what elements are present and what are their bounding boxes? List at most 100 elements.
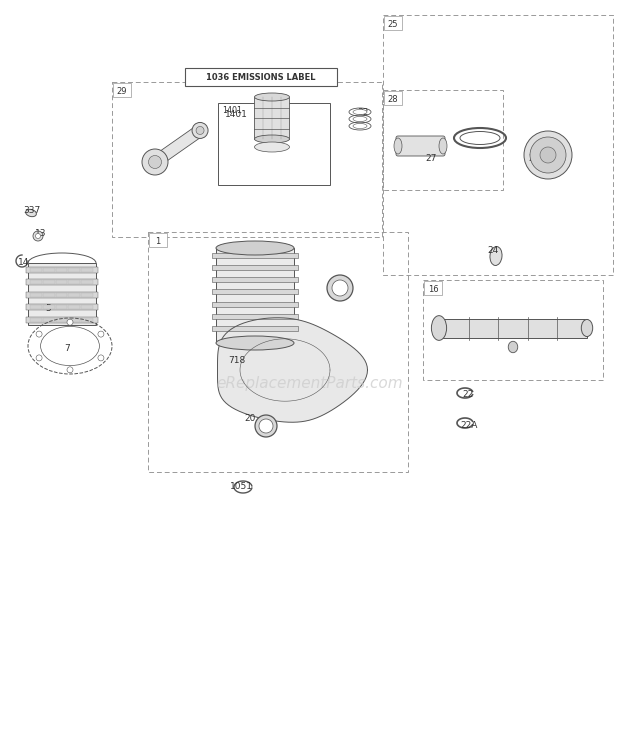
Bar bbox=[56, 318, 68, 321]
Bar bbox=[26, 267, 98, 273]
Bar bbox=[148, 232, 408, 472]
Ellipse shape bbox=[353, 109, 367, 115]
Ellipse shape bbox=[432, 315, 446, 340]
Text: 24: 24 bbox=[487, 246, 498, 254]
Circle shape bbox=[332, 280, 348, 296]
Bar bbox=[112, 82, 382, 237]
Bar bbox=[26, 292, 98, 298]
Bar bbox=[81, 305, 93, 310]
Text: 28: 28 bbox=[388, 94, 398, 103]
Circle shape bbox=[142, 149, 168, 175]
Circle shape bbox=[98, 331, 104, 337]
Bar bbox=[81, 318, 93, 321]
Bar bbox=[212, 326, 298, 331]
Circle shape bbox=[540, 147, 556, 163]
Text: 1: 1 bbox=[156, 237, 161, 246]
Bar bbox=[28, 263, 96, 325]
Bar bbox=[30, 293, 42, 297]
Ellipse shape bbox=[353, 117, 367, 121]
Circle shape bbox=[67, 367, 73, 373]
Bar bbox=[43, 318, 55, 321]
Text: 26: 26 bbox=[465, 133, 476, 143]
Text: 22A: 22A bbox=[460, 420, 477, 429]
Bar bbox=[30, 280, 42, 284]
Circle shape bbox=[524, 131, 572, 179]
Bar bbox=[68, 268, 80, 272]
Bar bbox=[43, 305, 55, 310]
Polygon shape bbox=[151, 126, 203, 167]
Ellipse shape bbox=[254, 142, 290, 152]
Text: 1401: 1401 bbox=[225, 109, 248, 118]
Circle shape bbox=[98, 355, 104, 361]
Polygon shape bbox=[218, 318, 368, 423]
Bar bbox=[26, 280, 98, 286]
Bar bbox=[383, 90, 503, 190]
Text: 27: 27 bbox=[528, 153, 539, 162]
Ellipse shape bbox=[490, 246, 502, 266]
Bar bbox=[81, 268, 93, 272]
Bar bbox=[43, 293, 55, 297]
Bar bbox=[30, 305, 42, 310]
Text: 7: 7 bbox=[64, 344, 70, 353]
Text: 337: 337 bbox=[23, 205, 40, 214]
Bar bbox=[56, 293, 68, 297]
Ellipse shape bbox=[353, 124, 367, 129]
Text: eReplacementParts.com: eReplacementParts.com bbox=[216, 376, 404, 391]
Text: 22: 22 bbox=[462, 390, 473, 399]
Text: 5: 5 bbox=[45, 304, 51, 312]
Bar bbox=[383, 15, 613, 275]
Bar bbox=[30, 318, 42, 321]
Circle shape bbox=[255, 415, 277, 437]
Ellipse shape bbox=[582, 319, 593, 336]
Bar bbox=[439, 318, 587, 338]
Bar bbox=[212, 301, 298, 307]
Bar bbox=[81, 280, 93, 284]
Ellipse shape bbox=[394, 138, 402, 154]
Ellipse shape bbox=[508, 341, 518, 353]
Bar bbox=[254, 97, 290, 139]
Circle shape bbox=[36, 355, 42, 361]
Bar bbox=[56, 268, 68, 272]
Bar bbox=[81, 293, 93, 297]
Bar bbox=[212, 265, 298, 270]
Circle shape bbox=[530, 137, 566, 173]
Bar bbox=[26, 317, 98, 323]
Bar bbox=[218, 103, 330, 185]
Circle shape bbox=[33, 231, 43, 241]
Text: 1401: 1401 bbox=[222, 106, 242, 115]
Bar bbox=[68, 305, 80, 310]
Circle shape bbox=[67, 319, 73, 325]
Bar bbox=[43, 268, 55, 272]
Bar bbox=[68, 293, 80, 297]
Ellipse shape bbox=[216, 336, 294, 350]
Circle shape bbox=[36, 331, 42, 337]
Text: 3: 3 bbox=[333, 280, 339, 289]
Bar bbox=[56, 280, 68, 284]
Text: 13: 13 bbox=[35, 228, 46, 237]
Circle shape bbox=[192, 123, 208, 138]
Bar bbox=[43, 280, 55, 284]
Circle shape bbox=[259, 419, 273, 433]
Bar bbox=[30, 268, 42, 272]
Ellipse shape bbox=[460, 132, 500, 144]
Text: 29: 29 bbox=[117, 86, 127, 95]
Ellipse shape bbox=[25, 209, 37, 217]
Text: 25: 25 bbox=[388, 19, 398, 28]
Ellipse shape bbox=[216, 241, 294, 255]
Bar bbox=[384, 16, 402, 30]
Bar bbox=[384, 91, 402, 105]
Ellipse shape bbox=[254, 93, 290, 101]
Bar bbox=[113, 83, 131, 97]
Bar bbox=[212, 253, 298, 258]
Bar bbox=[185, 68, 337, 86]
Bar bbox=[423, 280, 603, 380]
Text: 718: 718 bbox=[228, 356, 246, 365]
Bar bbox=[216, 248, 294, 343]
Text: 1036 EMISSIONS LABEL: 1036 EMISSIONS LABEL bbox=[206, 73, 316, 82]
Text: 16: 16 bbox=[428, 284, 438, 293]
Bar bbox=[212, 278, 298, 282]
Bar bbox=[68, 318, 80, 321]
Circle shape bbox=[327, 275, 353, 301]
Circle shape bbox=[149, 155, 161, 168]
FancyBboxPatch shape bbox=[396, 136, 445, 156]
